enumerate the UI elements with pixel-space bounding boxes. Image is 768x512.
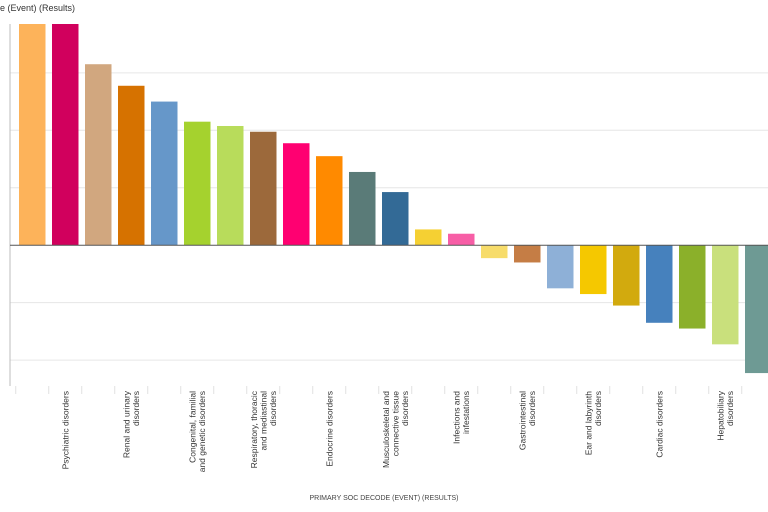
bar: [349, 171, 376, 246]
category-label-line: disorders: [268, 391, 278, 426]
category-label-line: Musculoskeletal and: [381, 391, 391, 468]
category-label-line: connective tissue: [390, 391, 400, 456]
category-label: Infections andinfestations: [452, 391, 472, 444]
category-label-line: Congenital, familial: [188, 391, 198, 463]
bar: [52, 24, 79, 246]
bar: [580, 245, 607, 295]
bar-chart: Psychiatric disorders Renal and urinarydi…: [9, 24, 768, 472]
category-label-text: Gastrointestinaldisorders: [518, 391, 538, 450]
bar: [712, 245, 739, 345]
category-label: Cardiac disorders: [654, 391, 664, 458]
category-label-text: Respiratory, thoracicand mediastinaldiso…: [249, 390, 278, 468]
bar: [745, 245, 768, 374]
category-label: Renal and urinarydisorders: [122, 390, 142, 458]
bar: [382, 192, 409, 246]
category-label: Psychiatric disorders: [60, 391, 70, 469]
bar: [514, 245, 541, 263]
category-label-line: Cardiac disorders: [654, 391, 664, 458]
bar: [679, 245, 706, 329]
category-label-line: disorders: [400, 391, 410, 426]
bar: [118, 85, 145, 246]
bar: [415, 229, 442, 246]
bar: [250, 131, 277, 246]
y-axis-title: e (Event) (Results): [0, 3, 76, 13]
category-label-text: Ear and labyrinthdisorders: [584, 391, 604, 456]
category-label-text: Renal and urinarydisorders: [122, 390, 142, 458]
category-label-text: Musculoskeletal andconnective tissuediso…: [381, 391, 410, 468]
category-label-text: Congenital, familialand genetic disorder…: [188, 391, 208, 472]
category-label-text: Endocrine disorders: [324, 391, 334, 467]
category-label-line: and mediastinal: [258, 391, 268, 451]
category-label: Respiratory, thoracicand mediastinaldiso…: [249, 390, 278, 468]
category-label-line: disorders: [593, 391, 603, 426]
category-label: Ear and labyrinthdisorders: [584, 391, 604, 456]
category-label-line: disorders: [131, 391, 141, 426]
category-label: Hepatobiliarydisorders: [716, 390, 736, 440]
bar: [184, 121, 211, 246]
bar: [547, 245, 574, 289]
category-label-line: infestations: [461, 391, 471, 434]
category-label: Musculoskeletal andconnective tissuediso…: [381, 391, 410, 468]
category-label-text: Hepatobiliarydisorders: [716, 390, 736, 440]
bar: [85, 64, 112, 246]
bar: [283, 143, 310, 246]
bar: [646, 245, 673, 323]
bar: [217, 125, 244, 246]
bar: [448, 233, 475, 246]
x-axis-title: PRIMARY SOC DECODE (EVENT) (RESULTS): [309, 495, 459, 502]
category-label: Endocrine disorders: [324, 391, 334, 467]
category-label-line: Hepatobiliary: [716, 390, 726, 440]
category-label: Congenital, familialand genetic disorder…: [188, 391, 208, 472]
bar: [19, 24, 46, 246]
bar: [613, 245, 640, 306]
category-label-line: Infections and: [452, 391, 462, 444]
category-label-line: Renal and urinary: [122, 390, 132, 458]
category-label-line: Respiratory, thoracic: [249, 390, 259, 468]
category-label-line: disorders: [527, 391, 537, 426]
category-label-line: Endocrine disorders: [324, 391, 334, 467]
category-label-text: Infections andinfestations: [452, 391, 472, 444]
category-label: Gastrointestinaldisorders: [518, 391, 538, 450]
category-label-line: Ear and labyrinth: [584, 391, 594, 456]
bar: [151, 101, 178, 246]
category-label-text: Psychiatric disorders: [60, 391, 70, 469]
bar: [481, 245, 508, 259]
bar: [316, 156, 343, 246]
category-label-text: Cardiac disorders: [654, 391, 664, 458]
category-label-line: disorders: [725, 391, 735, 426]
category-label-line: Gastrointestinal: [518, 391, 528, 450]
category-label-line: Psychiatric disorders: [60, 391, 70, 469]
category-label-line: and genetic disorders: [197, 391, 207, 472]
